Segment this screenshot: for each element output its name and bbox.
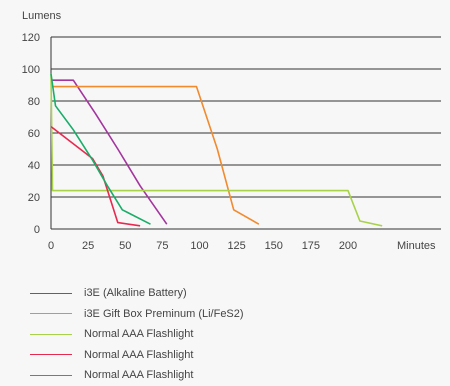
series-line-5 xyxy=(50,73,151,225)
legend-swatch xyxy=(30,374,72,376)
x-tick-label: 200 xyxy=(339,240,357,252)
y-tick-label: 0 xyxy=(34,224,40,236)
legend-label: Normal AAA Flashlight xyxy=(84,328,194,341)
x-axis-ticks: 0 25 50 75 100 125 150 175 200 xyxy=(48,240,357,252)
legend-item-2: i3E Gift Box Preminum (Li/FeS2) xyxy=(30,304,244,325)
x-tick-label: 175 xyxy=(302,240,320,252)
legend-swatch xyxy=(30,333,72,335)
y-tick-label: 120 xyxy=(22,32,40,44)
legend-item-3: Normal AAA Flashlight xyxy=(30,324,244,345)
x-axis-title: Minutes xyxy=(397,240,436,252)
legend-label: Normal AAA Flashlight xyxy=(84,348,194,361)
x-tick-label: 25 xyxy=(82,240,94,252)
legend-item-4: Normal AAA Flashlight xyxy=(30,345,244,366)
legend-swatch xyxy=(30,292,72,294)
y-tick-label: 20 xyxy=(28,192,40,204)
legend-label: Normal AAA Flashlight xyxy=(84,369,194,382)
x-tick-label: 150 xyxy=(265,240,283,252)
x-tick-label: 0 xyxy=(48,240,54,252)
x-tick-label: 50 xyxy=(119,240,131,252)
series-line-1 xyxy=(51,79,168,225)
gridlines xyxy=(50,36,441,230)
legend-item-5: Normal AAA Flashlight xyxy=(30,365,244,386)
y-tick-label: 40 xyxy=(28,160,40,172)
series-line-2 xyxy=(51,85,260,225)
y-tick-label: 60 xyxy=(28,128,40,140)
legend-label: i3E (Alkaline Battery) xyxy=(84,287,187,300)
legend: i3E (Alkaline Battery) i3E Gift Box Premi… xyxy=(30,283,244,386)
x-tick-label: 100 xyxy=(190,240,208,252)
series-line-3 xyxy=(50,73,383,227)
legend-label: i3E Gift Box Preminum (Li/FeS2) xyxy=(84,307,244,320)
y-axis-title: Lumens xyxy=(22,10,62,22)
x-tick-label: 75 xyxy=(156,240,168,252)
y-tick-label: 100 xyxy=(22,64,40,76)
line-chart: Lumens 0 20 40 60 80 100 120 0 25 50 75 100 125 150 1… xyxy=(22,10,441,252)
legend-swatch xyxy=(30,313,72,315)
y-tick-label: 80 xyxy=(28,96,40,108)
x-tick-label: 125 xyxy=(227,240,245,252)
series-lines xyxy=(50,73,383,227)
y-axis-ticks: 0 20 40 60 80 100 120 xyxy=(22,32,40,236)
series-line-4 xyxy=(50,125,141,227)
legend-swatch xyxy=(30,354,72,356)
legend-item-1: i3E (Alkaline Battery) xyxy=(30,283,244,304)
